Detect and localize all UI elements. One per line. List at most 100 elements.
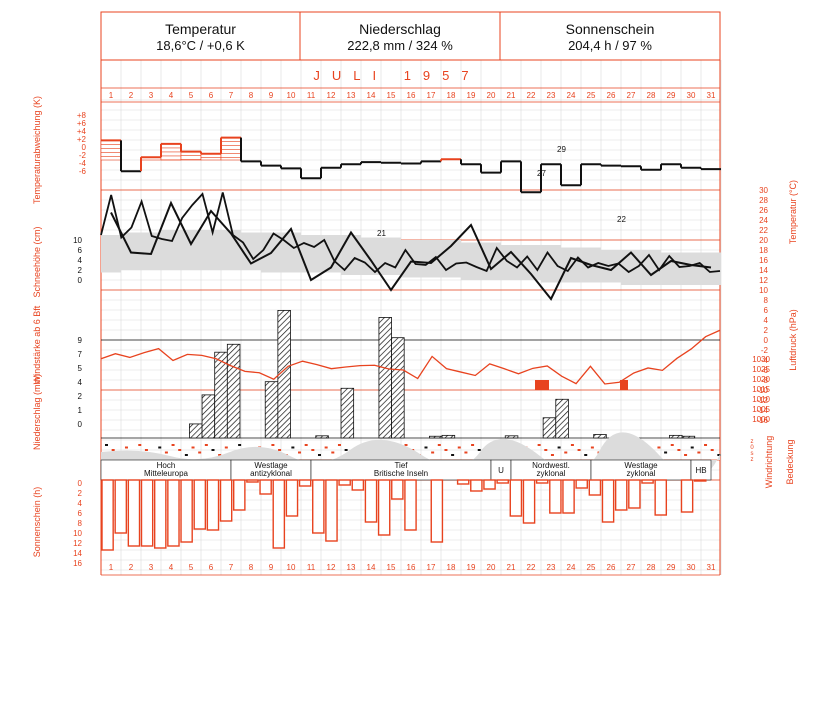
sunshine-bar [351, 479, 365, 491]
sunshine-tick: 6 [78, 509, 83, 518]
wind-dot [704, 444, 708, 446]
day-label-top: 28 [647, 91, 656, 100]
precip-bar [378, 317, 392, 439]
wind-dot [331, 451, 335, 454]
wind-dot [437, 444, 441, 446]
precip-bar [277, 309, 291, 439]
day-label-bottom: 15 [387, 563, 396, 572]
weather-type-label: Westlage [624, 461, 658, 470]
day-label-top: 20 [487, 91, 496, 100]
anomaly-tick: -2 [79, 151, 87, 160]
wind-dot [311, 449, 315, 451]
weather-type-label: zyklonal [627, 469, 656, 478]
day-label-top: 4 [169, 91, 174, 100]
temperature-title: Temperatur [165, 21, 236, 37]
band-segment [381, 237, 401, 275]
day-label-top: 15 [387, 91, 396, 100]
day-label-top: 22 [527, 91, 536, 100]
sunshine-tick: 0 [78, 479, 83, 488]
precip-bar [201, 394, 216, 439]
band-segment [561, 247, 581, 283]
precip-tick: 9 [78, 336, 83, 345]
precip-bar [189, 423, 203, 439]
precip-bar [555, 398, 569, 439]
month-title: JULI 1957 [313, 68, 480, 83]
wind-dir-tick: s [751, 451, 754, 457]
anomaly-tick: +4 [77, 127, 87, 136]
wind-dir-tick: 0 [750, 445, 754, 451]
pressure-marker [535, 380, 549, 390]
sunshine-bar [509, 479, 523, 517]
sunshine-bar [180, 479, 193, 543]
sunshine-bar [364, 479, 378, 523]
sunshine-bar [456, 479, 470, 485]
sunshine-bar [535, 479, 549, 484]
label-wind-direction: Windrichtung [764, 436, 774, 489]
day-label-bottom: 25 [587, 563, 596, 572]
wind-dot [304, 444, 308, 446]
precip-value-label: 21 [377, 229, 386, 238]
header-frame [100, 11, 721, 61]
wind-dot [344, 449, 348, 451]
wind-dot [471, 444, 475, 446]
snow-tick: 6 [78, 246, 83, 255]
sunshine-bar [233, 479, 246, 511]
day-label-bottom: 6 [209, 563, 214, 572]
wind-dot [690, 446, 694, 449]
axis-labels: 1122334455667788991010111112121313141415… [32, 91, 798, 572]
day-label-top: 12 [327, 91, 336, 100]
day-label-top: 19 [467, 91, 476, 100]
band-segment [341, 235, 361, 275]
precip-bar [391, 337, 405, 439]
day-label-top: 26 [607, 91, 616, 100]
day-label-bottom: 1 [109, 563, 114, 572]
wind-dot [464, 451, 468, 454]
day-label-bottom: 2 [129, 563, 134, 572]
sunshine-bar [246, 479, 259, 483]
snow-tick: 10 [73, 236, 82, 245]
sunshine-bar [522, 479, 536, 524]
label-temp-anomaly: Temperaturabweichung (K) [32, 96, 42, 204]
temperature-tick: -4 [761, 356, 769, 365]
wind-dot [710, 449, 714, 451]
day-label-top: 23 [547, 91, 556, 100]
day-label-bottom: 21 [507, 563, 516, 572]
precip-bar [542, 417, 557, 439]
pressure-tick: 1000 [752, 415, 770, 424]
wind-dot [404, 444, 408, 446]
band-segment [301, 235, 321, 273]
wind-dot [224, 446, 228, 449]
anomaly-tick: +8 [77, 111, 87, 120]
precipitation-title: Niederschlag [359, 21, 441, 37]
anomaly-bar [220, 137, 242, 161]
day-label-top: 6 [209, 91, 214, 100]
wind-dot [298, 451, 302, 454]
temperature-tick: 30 [759, 186, 768, 195]
temperature-series [100, 192, 721, 274]
weather-type-row: HochMitteleuropaWestlageantizyklonalTief… [100, 459, 712, 481]
wind-dot [444, 449, 448, 451]
precip-value-label: 22 [617, 215, 626, 224]
day-label-top: 18 [447, 91, 456, 100]
wind-dot [697, 451, 701, 454]
day-label-top: 2 [129, 91, 134, 100]
sunshine-bar [430, 479, 444, 543]
sunshine-bar [325, 479, 338, 542]
sunshine-bar [601, 479, 615, 523]
day-label-bottom: 9 [269, 563, 274, 572]
max-temperature-line [110, 200, 712, 301]
daily-max-series [110, 200, 712, 301]
pressure-tick: 1025 [752, 365, 770, 374]
band-segment [361, 237, 381, 275]
wind-dot [684, 454, 688, 456]
day-label-top: 24 [567, 91, 576, 100]
temperature-tick: -6 [761, 366, 769, 375]
wind-dot [544, 449, 548, 451]
anomaly-bar [100, 140, 122, 161]
precip-tick: 2 [78, 392, 83, 401]
weather-type-label: antizyklonal [250, 469, 292, 478]
day-label-top: 17 [427, 91, 436, 100]
sunshine-bar [140, 479, 154, 547]
precip-tick: 0 [78, 420, 83, 429]
sunshine-bar [391, 479, 404, 500]
